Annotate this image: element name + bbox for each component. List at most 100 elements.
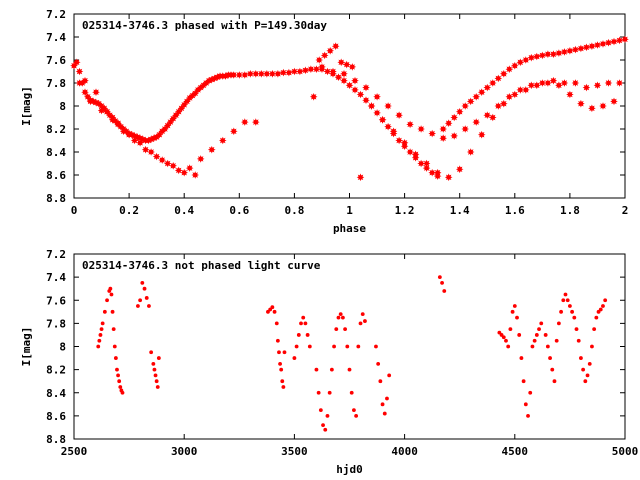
data-point	[230, 127, 238, 136]
y-tick-label: 8.6	[46, 410, 66, 423]
y-tick-label: 8.6	[46, 169, 66, 182]
data-point	[422, 159, 431, 168]
data-point	[102, 309, 107, 314]
plot-frame	[73, 13, 626, 199]
data-point	[292, 356, 297, 360]
data-point	[477, 88, 486, 96]
data-point	[356, 344, 361, 349]
data-point	[345, 344, 350, 349]
data-point	[489, 79, 497, 87]
data-point	[593, 81, 602, 90]
y-tick-label: 7.4	[46, 271, 66, 284]
data-point	[395, 136, 403, 145]
data-point	[515, 315, 519, 320]
data-point	[140, 281, 145, 285]
data-point	[120, 390, 125, 395]
data-point	[114, 119, 122, 127]
phased-panel: 0 0.2 0.4 0.6 0.8 1 1.2 1.4 1.6 1.8 2 7.2 7.4 7.6 7.8 8…	[20, 8, 629, 235]
x-tick-label: 0.4	[174, 204, 194, 217]
data-point	[285, 68, 293, 77]
data-point	[593, 41, 602, 49]
data-point	[115, 367, 119, 372]
data-point	[582, 83, 591, 92]
data-point	[552, 379, 557, 384]
data-point	[510, 309, 515, 314]
x-axis-label: hjd0	[336, 463, 363, 476]
data-point	[108, 116, 117, 124]
data-point	[561, 298, 566, 303]
data-point	[147, 148, 155, 156]
y-tick-label: 8.2	[46, 123, 66, 136]
data-point	[281, 385, 286, 389]
data-point	[455, 108, 464, 116]
data-point	[543, 333, 548, 337]
data-point	[147, 304, 151, 308]
x-tick-label: 3500	[281, 445, 308, 458]
data-point	[428, 129, 436, 138]
data-point	[307, 344, 312, 349]
data-point	[307, 65, 315, 73]
data-point	[522, 56, 530, 64]
data-point	[489, 113, 497, 122]
data-point	[483, 83, 492, 92]
data-point	[461, 102, 469, 110]
data-point	[461, 125, 469, 133]
data-point	[98, 333, 103, 337]
data-point	[568, 304, 572, 308]
x-tick-label: 5000	[612, 445, 639, 458]
data-point	[113, 356, 118, 360]
data-point	[329, 67, 337, 76]
data-point	[277, 350, 281, 355]
data-point	[373, 93, 381, 101]
data-point	[472, 93, 480, 101]
data-point	[582, 43, 591, 52]
data-point	[329, 367, 334, 372]
data-point	[508, 327, 513, 332]
x-tick-label: 0	[71, 204, 78, 217]
data-point	[241, 71, 249, 79]
data-point	[144, 296, 149, 300]
data-point	[316, 390, 321, 395]
data-point	[196, 155, 205, 163]
data-point	[590, 344, 594, 349]
x-tick-label: 0.2	[119, 204, 139, 217]
data-point	[585, 373, 590, 378]
data-point	[599, 102, 607, 110]
data-point	[207, 145, 216, 154]
data-point	[73, 58, 81, 67]
y-tick-label: 8.8	[46, 192, 66, 205]
x-tick-label: 1.6	[505, 204, 525, 217]
data-point	[433, 168, 442, 177]
data-point	[437, 275, 442, 280]
data-point	[219, 136, 227, 145]
data-point	[340, 315, 345, 320]
data-point	[516, 58, 525, 67]
data-point	[571, 79, 580, 87]
data-point	[117, 379, 122, 384]
data-point	[517, 333, 522, 337]
data-point	[136, 304, 140, 308]
data-point	[406, 120, 414, 129]
data-point	[334, 327, 339, 332]
data-point	[560, 79, 569, 87]
data-point	[574, 327, 579, 332]
data-point	[314, 367, 319, 372]
data-point	[621, 35, 629, 44]
data-point	[290, 67, 299, 76]
data-point	[111, 327, 116, 332]
data-point	[400, 139, 409, 147]
data-point	[105, 298, 109, 303]
data-point	[75, 67, 84, 76]
data-point	[246, 70, 255, 78]
data-point	[320, 51, 329, 60]
data-point	[185, 164, 194, 172]
data-point	[163, 159, 172, 168]
data-point	[539, 321, 544, 326]
data-point	[263, 70, 271, 78]
data-point	[136, 139, 144, 147]
data-point	[363, 319, 367, 323]
data-point	[100, 321, 105, 326]
data-point	[235, 71, 244, 79]
data-point	[282, 350, 287, 355]
data-point	[138, 298, 143, 303]
